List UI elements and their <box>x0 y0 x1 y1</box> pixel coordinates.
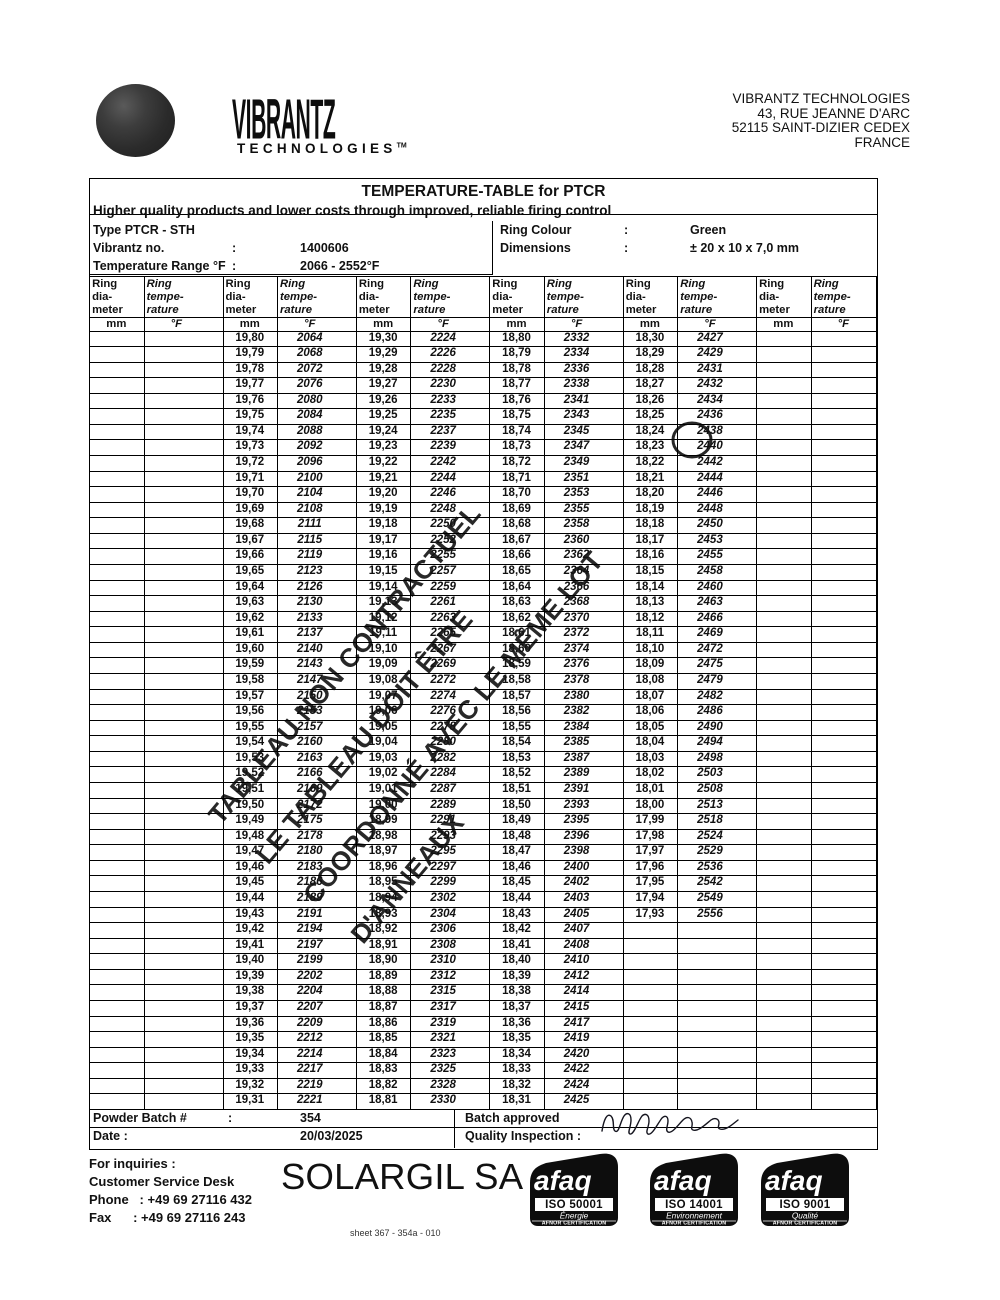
svg-text:AFNOR CERTIFICATION: AFNOR CERTIFICATION <box>662 1221 727 1227</box>
svg-text:ISO 9001: ISO 9001 <box>780 1199 831 1211</box>
svg-text:Énergie: Énergie <box>560 1211 589 1221</box>
svg-text:AFNOR CERTIFICATION: AFNOR CERTIFICATION <box>542 1221 607 1227</box>
svg-text:ISO 50001: ISO 50001 <box>545 1199 603 1211</box>
svg-text:afaq: afaq <box>534 1165 592 1196</box>
svg-text:Qualité: Qualité <box>792 1211 819 1221</box>
svg-text:afaq: afaq <box>765 1165 823 1196</box>
svg-text:ISO 14001: ISO 14001 <box>665 1199 723 1211</box>
svg-text:AFNOR CERTIFICATION: AFNOR CERTIFICATION <box>773 1221 838 1227</box>
svg-text:afaq: afaq <box>654 1165 712 1196</box>
svg-text:Environnement: Environnement <box>666 1211 723 1221</box>
